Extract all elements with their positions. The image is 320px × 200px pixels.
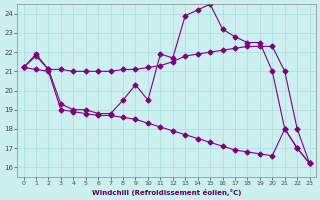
X-axis label: Windchill (Refroidissement éolien,°C): Windchill (Refroidissement éolien,°C) (92, 189, 241, 196)
